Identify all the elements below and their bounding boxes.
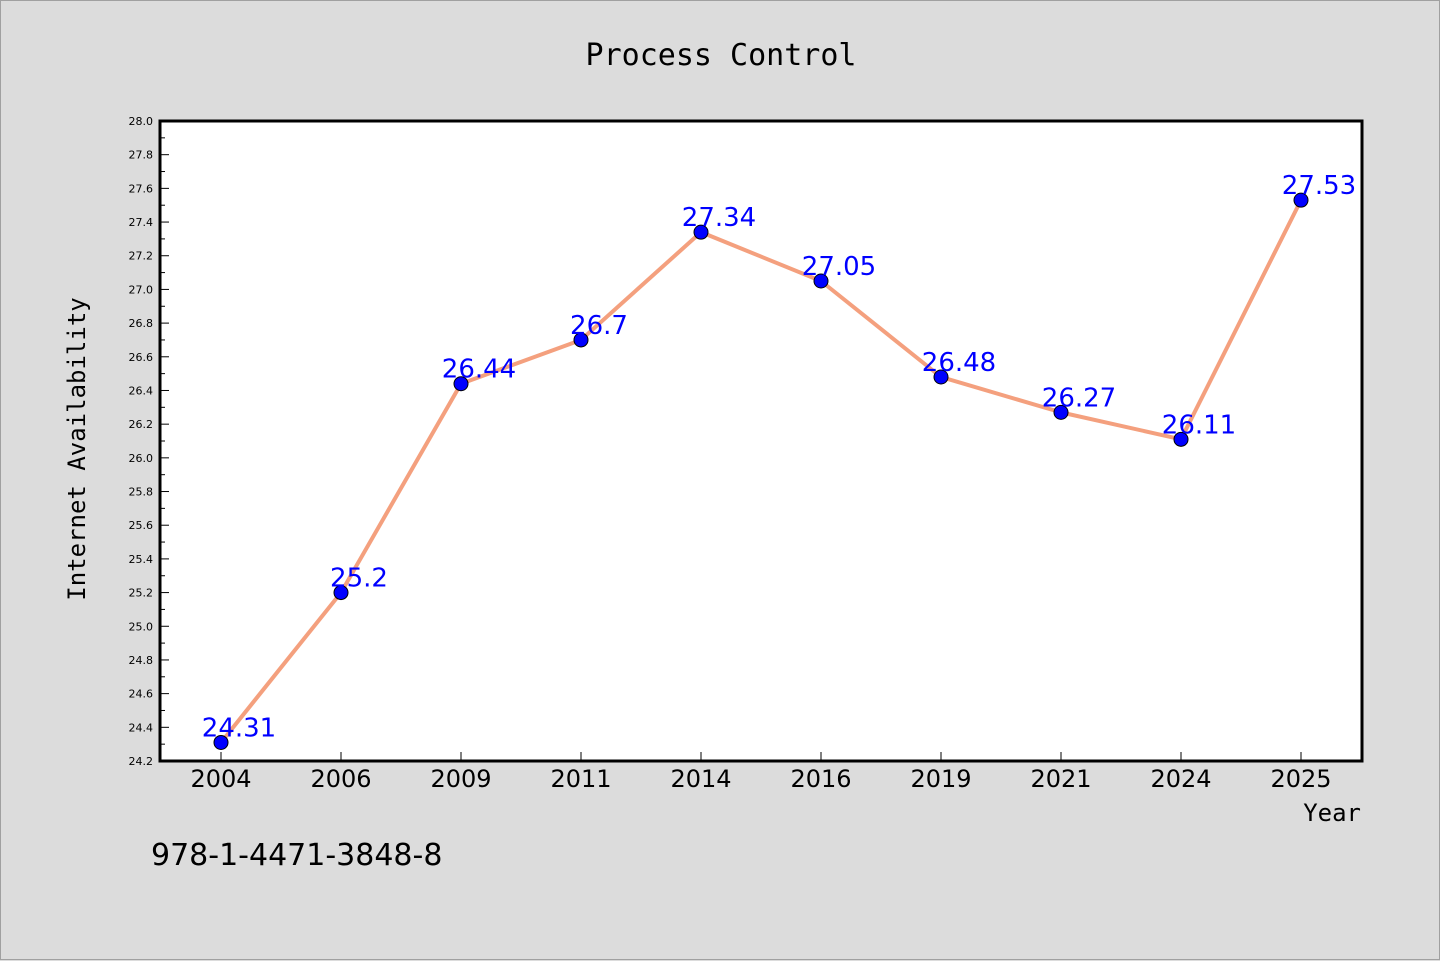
data-point xyxy=(573,332,589,348)
series-line xyxy=(219,199,1303,744)
y-tick-label: 24.8 xyxy=(129,654,154,667)
data-point xyxy=(1053,404,1069,420)
x-tick-label: 2024 xyxy=(1150,765,1211,793)
y-tick-label: 27.6 xyxy=(129,182,154,195)
data-label: 26.48 xyxy=(922,348,996,378)
x-tick-label: 2016 xyxy=(790,765,851,793)
y-tick-label: 27.0 xyxy=(129,283,154,296)
y-tick-label: 25.8 xyxy=(129,486,154,499)
x-tick-label: 2019 xyxy=(910,765,971,793)
data-point xyxy=(333,585,349,601)
data-label: 27.34 xyxy=(682,203,756,233)
footer-isbn: 978-1-4471-3848-8 xyxy=(151,838,442,873)
x-tick-label: 2006 xyxy=(310,765,371,793)
y-tick-label: 25.4 xyxy=(129,553,154,566)
y-tick-label: 27.8 xyxy=(129,149,154,162)
x-tick-label: 2011 xyxy=(550,765,611,793)
data-point xyxy=(1173,431,1189,447)
y-tick-label: 27.4 xyxy=(129,216,154,229)
y-axis-ticks: 24.2 24.4 24.6 24.8 25.0 25.2 25.4 25.6 25.8 26.0… xyxy=(129,115,169,768)
y-tick-label: 28.0 xyxy=(129,115,154,128)
x-tick-label: 2025 xyxy=(1270,765,1331,793)
y-tick-label: 24.2 xyxy=(129,755,154,768)
data-point xyxy=(933,369,949,385)
y-tick-label: 26.0 xyxy=(129,452,154,465)
y-tick-label: 25.2 xyxy=(129,587,154,600)
y-axis-label: Internet Availability xyxy=(63,297,91,600)
data-point xyxy=(213,734,229,750)
data-point xyxy=(693,224,709,240)
y-tick-label: 26.4 xyxy=(129,384,154,397)
x-tick-label: 2014 xyxy=(670,765,731,793)
y-tick-label: 24.4 xyxy=(129,721,154,734)
data-label: 26.7 xyxy=(570,311,628,341)
data-point xyxy=(813,273,829,289)
x-tick-label: 2004 xyxy=(190,765,251,793)
data-label: 26.44 xyxy=(442,355,516,385)
x-axis-ticks: 2004 2006 2009 2011 2014 2016 2019 2021 2024 2025 xyxy=(190,752,1332,793)
y-tick-label: 24.6 xyxy=(129,688,154,701)
data-label: 26.11 xyxy=(1162,410,1236,440)
data-label: 24.31 xyxy=(202,713,276,743)
y-tick-label: 26.8 xyxy=(129,317,154,330)
x-tick-label: 2021 xyxy=(1030,765,1091,793)
y-tick-label: 25.6 xyxy=(129,519,154,532)
series-internet-availability: 24.31 25.2 26.44 26.7 27.34 27.05 26.48 26.27 26… xyxy=(202,171,1356,750)
data-label: 25.2 xyxy=(330,564,388,594)
y-tick-label: 26.2 xyxy=(129,418,154,431)
data-label: 26.27 xyxy=(1042,383,1116,413)
x-tick-label: 2009 xyxy=(430,765,491,793)
data-point xyxy=(1293,192,1309,208)
x-axis-label: Year xyxy=(1303,799,1361,827)
y-tick-label: 25.0 xyxy=(129,620,154,633)
chart-title: Process Control xyxy=(586,38,857,73)
data-label: 27.05 xyxy=(802,252,876,282)
plot-area xyxy=(158,119,1364,763)
data-label: 27.53 xyxy=(1282,171,1356,201)
y-tick-label: 26.6 xyxy=(129,351,154,364)
data-point xyxy=(453,376,469,392)
y-tick-label: 27.2 xyxy=(129,250,154,263)
